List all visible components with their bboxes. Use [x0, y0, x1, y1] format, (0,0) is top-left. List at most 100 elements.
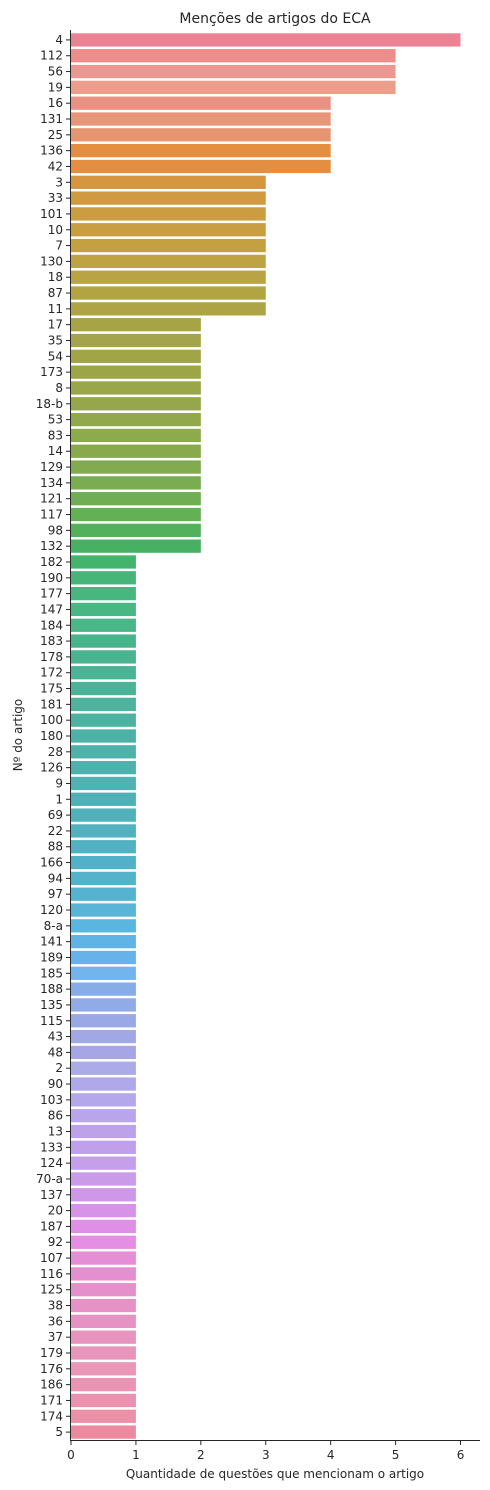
y-tick-label: 88	[48, 840, 63, 854]
bar-181	[71, 697, 136, 712]
y-tick-label: 186	[40, 1378, 63, 1392]
y-tick-label: 70-a	[36, 1172, 63, 1186]
y-tick-label: 177	[40, 587, 63, 601]
y-tick-label: 120	[40, 903, 63, 917]
bar-48	[71, 1045, 136, 1060]
y-tick-label: 37	[48, 1330, 63, 1344]
y-tick-label: 174	[40, 1409, 63, 1423]
bar-135	[71, 998, 136, 1012]
y-tick-label: 173	[40, 365, 63, 379]
bar-175	[71, 681, 136, 696]
y-tick-label: 171	[40, 1393, 63, 1407]
x-tick-label: 1	[132, 1448, 140, 1462]
bar-117	[71, 507, 201, 522]
y-tick-label: 133	[40, 1140, 63, 1154]
bar-10	[71, 223, 266, 237]
y-tick-label: 48	[48, 1045, 63, 1059]
y-tick-label: 38	[48, 1299, 63, 1313]
bar-120	[71, 903, 136, 917]
y-tick-label: 8-a	[44, 919, 63, 933]
bar-3	[71, 175, 266, 189]
bar-87	[71, 286, 266, 300]
bar-43	[71, 1029, 136, 1044]
y-tick-label: 125	[40, 1283, 63, 1297]
y-tick-label: 184	[40, 618, 63, 632]
y-tick-label: 180	[40, 729, 63, 743]
bar-180	[71, 729, 136, 743]
y-tick-label: 97	[48, 887, 63, 901]
bar-86	[71, 1109, 136, 1123]
y-tick-label: 182	[40, 555, 63, 569]
bar-42	[71, 159, 331, 174]
bar-172	[71, 666, 136, 680]
y-tick-label: 147	[40, 602, 63, 616]
bar-98	[71, 523, 201, 537]
bar-7	[71, 238, 266, 253]
y-tick-label: 117	[40, 508, 63, 522]
y-tick-label: 13	[48, 1125, 63, 1139]
bar-103	[71, 1093, 136, 1107]
y-tick-label: 134	[40, 476, 63, 490]
y-tick-label: 103	[40, 1093, 63, 1107]
y-tick-label: 183	[40, 634, 63, 648]
bar-133	[71, 1140, 136, 1154]
y-tick-label: 53	[48, 413, 63, 427]
y-tick-label: 188	[40, 982, 63, 996]
bar-171	[71, 1393, 136, 1408]
bar-107	[71, 1251, 136, 1265]
y-tick-label: 124	[40, 1156, 63, 1170]
bar-116	[71, 1267, 136, 1281]
y-tick-label: 20	[48, 1204, 63, 1218]
bar-20	[71, 1203, 136, 1218]
bar-189	[71, 950, 136, 965]
bar-14	[71, 444, 201, 458]
y-tick-label: 92	[48, 1235, 63, 1249]
bar-18	[71, 270, 266, 284]
y-tick-label: 190	[40, 571, 63, 585]
bar-101	[71, 207, 266, 221]
y-tick-label: 130	[40, 254, 63, 268]
bar-54	[71, 349, 201, 363]
y-tick-label: 141	[40, 935, 63, 949]
y-tick-label: 116	[40, 1267, 63, 1281]
bar-38	[71, 1298, 136, 1313]
bar-16	[71, 96, 331, 110]
y-tick-labels: 4112561916131251364233310110713018871117…	[36, 33, 71, 1439]
bar-137	[71, 1188, 136, 1202]
bar-88	[71, 840, 136, 854]
y-tick-label: 176	[40, 1362, 63, 1376]
y-tick-label: 126	[40, 761, 63, 775]
y-tick-label: 136	[40, 144, 63, 158]
y-tick-label: 129	[40, 460, 63, 474]
chart-title: Menções de artigos do ECA	[179, 11, 371, 27]
bar-8	[71, 381, 201, 395]
y-tick-label: 18-b	[36, 397, 63, 411]
y-tick-label: 69	[48, 808, 63, 822]
bar-18-b	[71, 397, 201, 411]
y-tick-label: 175	[40, 682, 63, 696]
bar-22	[71, 824, 136, 838]
bar-173	[71, 365, 201, 379]
bar-11	[71, 302, 266, 316]
y-tick-label: 178	[40, 650, 63, 664]
y-tick-label: 5	[55, 1425, 63, 1439]
y-tick-label: 56	[48, 65, 63, 79]
bar-125	[71, 1283, 136, 1297]
x-tick-label: 6	[457, 1448, 465, 1462]
bar-83	[71, 428, 201, 443]
x-tick-label: 5	[392, 1448, 400, 1462]
y-tick-label: 42	[48, 159, 63, 173]
y-tick-label: 8	[55, 381, 63, 395]
y-tick-label: 33	[48, 191, 63, 205]
bar-5	[71, 1425, 136, 1439]
y-tick-label: 115	[40, 1014, 63, 1028]
bar-132	[71, 539, 201, 553]
y-tick-label: 112	[40, 49, 63, 63]
x-axis-label: Quantidade de questões que mencionam o a…	[126, 1467, 424, 1481]
bar-190	[71, 571, 136, 585]
bar-182	[71, 555, 136, 569]
bar-186	[71, 1377, 136, 1392]
y-tick-label: 7	[55, 239, 63, 253]
bar-185	[71, 966, 136, 980]
